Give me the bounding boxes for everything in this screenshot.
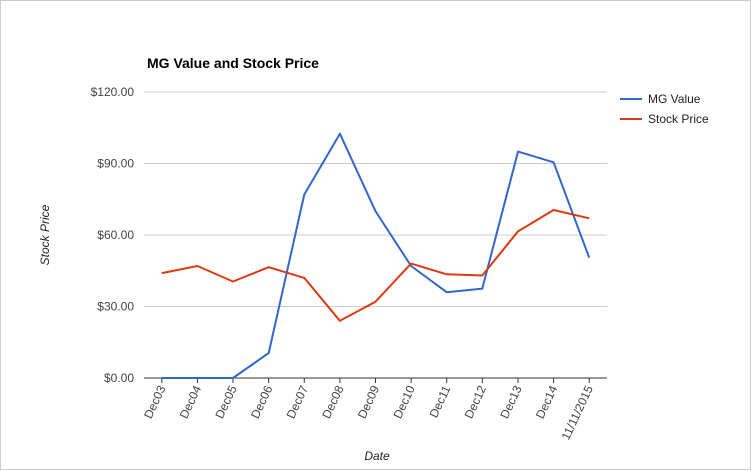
x-tick-label: Dec09 <box>355 383 382 421</box>
x-tick-label: Dec03 <box>141 383 168 421</box>
series-line-stock-price <box>161 209 590 322</box>
chart-title: MG Value and Stock Price <box>147 55 319 71</box>
y-axis-ticks: $0.00 $30.00 $60.00 $90.00 $120.00 <box>91 85 135 385</box>
legend-label: Stock Price <box>648 112 709 126</box>
y-tick-label: $60.00 <box>97 228 134 242</box>
gridlines <box>144 91 607 379</box>
legend-label: MG Value <box>648 92 701 106</box>
series-line-mg-value <box>161 132 591 379</box>
x-tick-label: Dec06 <box>248 383 275 421</box>
y-tick-label: $120.00 <box>91 85 135 99</box>
x-tick-label: Dec08 <box>319 383 346 421</box>
y-tick-label: $0.00 <box>104 371 134 385</box>
x-axis-title: Date <box>364 449 390 463</box>
x-tick-label: Dec11 <box>426 383 453 420</box>
y-tick-label: $30.00 <box>97 300 134 314</box>
x-tick-label: Dec12 <box>462 383 489 421</box>
legend: MG Value Stock Price <box>620 92 709 126</box>
y-tick-label: $90.00 <box>97 157 134 171</box>
x-tick-label: Dec04 <box>177 383 204 421</box>
x-tick-label: Dec14 <box>533 383 560 421</box>
x-tick-label: Dec10 <box>390 383 417 421</box>
x-tick-label: 11/11/2015 <box>559 383 596 442</box>
series-lines <box>161 132 591 379</box>
x-tick-label: Dec13 <box>497 383 524 421</box>
x-axis-ticks: Dec03 Dec04 Dec05 Dec06 Dec07 Dec08 Dec09 Dec10… <box>141 378 596 442</box>
y-axis-title: Stock Price <box>38 204 52 265</box>
x-tick-label: Dec05 <box>212 383 239 421</box>
x-tick-label: Dec07 <box>284 383 311 421</box>
